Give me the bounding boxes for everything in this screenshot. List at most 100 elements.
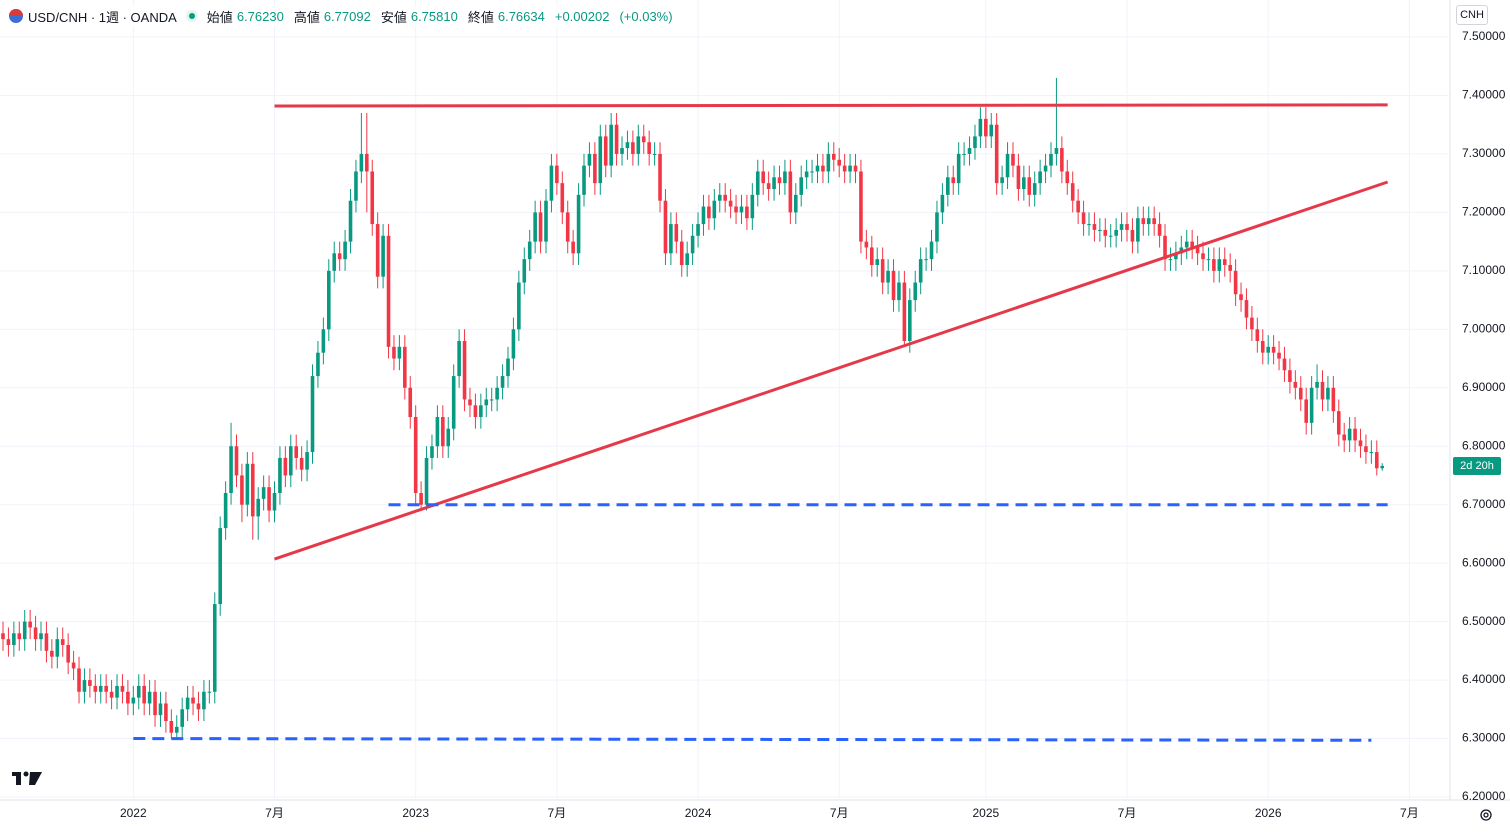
candle-body: [6, 639, 11, 645]
candle-body: [973, 136, 977, 149]
candle-body: [717, 194, 722, 201]
candle-body: [826, 153, 831, 172]
y-tick-label: 7.50000: [1462, 29, 1506, 43]
x-tick-label: 7月: [1400, 806, 1419, 820]
candle-body: [457, 341, 461, 377]
candle-body: [1320, 381, 1325, 400]
candle-body: [728, 200, 733, 207]
symbol[interactable]: USD/CNH · 1週 · OANDA: [28, 9, 177, 25]
candle-body: [33, 627, 38, 640]
ohlc-label: 始値: [206, 9, 233, 25]
candle-body: [1271, 346, 1276, 353]
y-tick-label: 7.30000: [1462, 146, 1506, 160]
candle-body: [712, 200, 717, 219]
candle-body: [908, 300, 912, 341]
candle-body: [234, 446, 239, 476]
candle-body: [1032, 183, 1037, 195]
candle-body: [886, 270, 890, 283]
candle-body: [1005, 153, 1010, 178]
candle-body: [484, 399, 489, 406]
candle-body: [1304, 399, 1308, 423]
candle-body: [674, 224, 679, 242]
candle-body: [120, 685, 125, 692]
candle-body: [739, 206, 744, 213]
candle-body: [1054, 148, 1059, 154]
candle-body: [755, 171, 760, 195]
currency-button[interactable]: CNH: [1456, 5, 1488, 25]
candle-body: [761, 171, 765, 184]
candle-body: [870, 247, 874, 265]
candle-body: [419, 493, 423, 505]
candle-body: [1380, 465, 1385, 469]
candle-body: [842, 165, 847, 172]
candle-body: [891, 270, 896, 301]
candle-body: [1130, 229, 1135, 242]
tv-logo: [12, 771, 42, 785]
candle-body: [446, 428, 451, 447]
candle-body: [984, 118, 988, 137]
settings-icon[interactable]: [1480, 809, 1492, 821]
bar-countdown: 2d 20h: [1453, 457, 1501, 475]
candle-body: [565, 212, 570, 242]
candle-body: [1288, 370, 1292, 382]
candle-body: [772, 177, 776, 189]
candle-body: [685, 253, 689, 265]
candle-body: [544, 200, 548, 242]
candle-body: [641, 136, 646, 143]
candle-body: [902, 282, 907, 341]
candle-body: [44, 633, 49, 651]
candle-body: [397, 346, 402, 359]
candle-body: [1136, 218, 1140, 242]
change-percent: (+0.03%): [619, 8, 673, 24]
ohlc-label: 安値: [380, 9, 407, 25]
candle-body: [989, 124, 994, 137]
candle-body: [392, 346, 396, 359]
candle-body: [799, 177, 804, 195]
candle-body: [1239, 294, 1243, 301]
candle-body: [1298, 387, 1303, 400]
candle-body: [473, 405, 478, 417]
candle-body: [859, 171, 863, 242]
candle-body: [212, 604, 217, 692]
legend: USD/CNH · 1週 · OANDA 始値 6.76230 高値 6.77092…: [8, 6, 679, 26]
trend-line: [274, 103, 1388, 108]
candle-body: [136, 685, 141, 698]
candle-body: [272, 493, 277, 511]
candle-body: [1206, 259, 1211, 261]
candle-body: [815, 165, 820, 172]
candle-body: [1342, 434, 1347, 441]
candle-body: [750, 194, 755, 219]
candle-body: [88, 680, 92, 686]
candle-body: [935, 212, 939, 242]
candle-body: [837, 159, 842, 166]
candle-body: [343, 241, 347, 260]
candle-body: [413, 417, 418, 493]
candle-body: [1016, 165, 1021, 189]
candle-body: [701, 206, 706, 225]
candle-body: [1152, 218, 1156, 225]
candle-body: [913, 282, 918, 301]
y-tick-label: 6.60000: [1462, 555, 1506, 569]
candle-body: [669, 224, 673, 254]
candle-body: [207, 691, 212, 693]
candle-body: [745, 206, 749, 219]
candle-body: [1358, 440, 1363, 447]
candle-body: [370, 171, 375, 225]
ohlc-value: 6.76634: [497, 8, 545, 24]
candle-body: [696, 224, 700, 236]
candle-body: [1125, 224, 1129, 230]
candle-body: [880, 259, 885, 283]
candle-body: [321, 329, 326, 353]
candle-body: [810, 171, 814, 173]
candle-body: [158, 703, 163, 716]
candle-body: [147, 691, 152, 704]
trend-line: [133, 737, 1372, 742]
candle-body: [1060, 148, 1064, 172]
candle-body: [614, 124, 619, 154]
candle-body: [180, 709, 184, 727]
candle-body: [332, 253, 337, 271]
candle-body: [430, 446, 434, 458]
candle-body: [164, 703, 168, 721]
candle-body: [1108, 235, 1113, 237]
candle-body: [12, 633, 16, 645]
